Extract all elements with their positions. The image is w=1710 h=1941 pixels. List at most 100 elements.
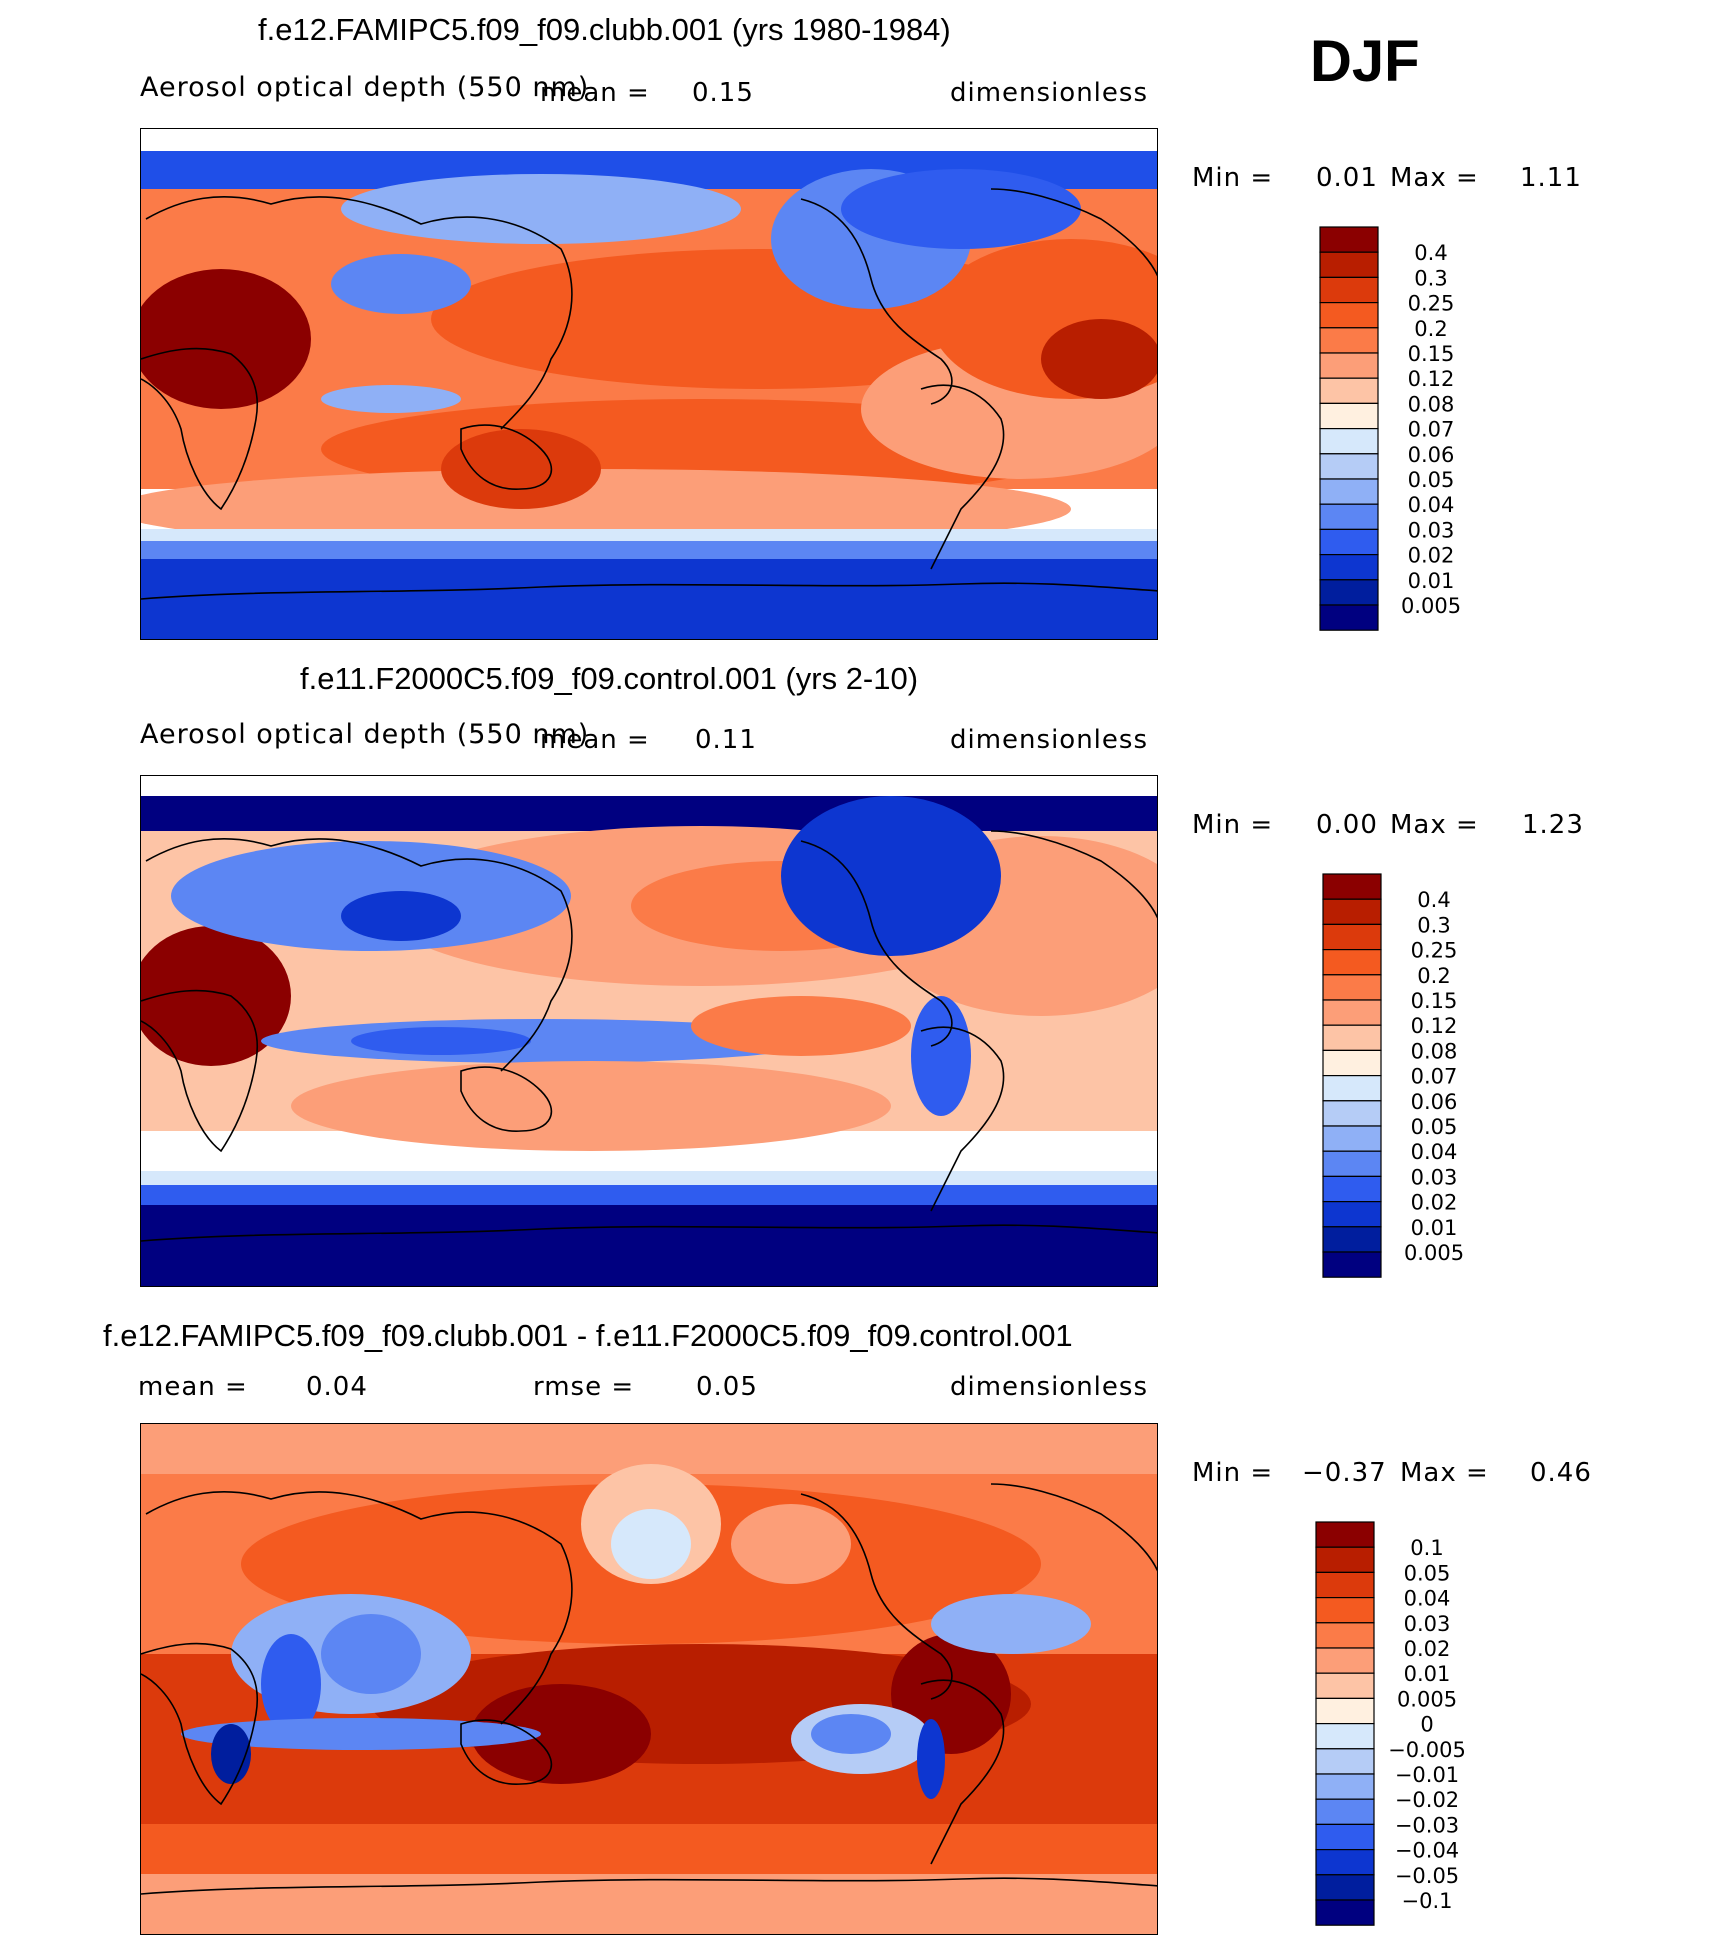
colorbar-tick-label: 0.005 [1404, 1241, 1464, 1265]
panel2-max-value: 1.23 [1522, 810, 1584, 840]
colorbar-tick-label: −0.05 [1395, 1864, 1459, 1888]
colorbar-tick-label: 0.01 [1411, 1216, 1458, 1240]
colorbar-segment [1315, 1773, 1375, 1800]
colorbar-tick-label: 0.15 [1411, 989, 1458, 1013]
colorbar-segment [1319, 251, 1379, 279]
panel2-units: dimensionless [950, 725, 1148, 755]
panel2-title: f.e11.F2000C5.f09_f09.control.001 (yrs 2… [300, 661, 919, 696]
panel1-map-svg [141, 129, 1157, 639]
colorbar-tick-label: 0.3 [1414, 266, 1447, 290]
colorbar-segment [1315, 1899, 1375, 1926]
colorbar-tick-label: 0.01 [1404, 1662, 1451, 1686]
panel2-colorbar: 0.4 0.3 0.25 0.2 0.15 0.12 0.08 0.07 0.06 0.05 0.0… [1322, 873, 1523, 1279]
colorbar-tick-label: 0.4 [1414, 241, 1447, 265]
colorbar-segment [1322, 1049, 1382, 1077]
colorbar-segment [1322, 1226, 1382, 1253]
colorbar-segment [1322, 974, 1382, 1001]
colorbar-tick-label: 0.04 [1404, 1587, 1451, 1611]
panel3-map-svg [141, 1424, 1157, 1934]
p3-coastlines [141, 1483, 1157, 1895]
colorbar-segment [1322, 1251, 1382, 1278]
colorbar-tick-label: −0.04 [1395, 1839, 1459, 1863]
panel1-max-value: 1.11 [1520, 163, 1582, 193]
colorbar-tick-label: 0.12 [1408, 367, 1455, 391]
colorbar-segment [1315, 1596, 1375, 1624]
colorbar-tick-label: 0.07 [1411, 1065, 1458, 1089]
colorbar-segment [1319, 453, 1379, 480]
panel1-title: f.e12.FAMIPC5.f09_f09.clubb.001 (yrs 198… [258, 12, 951, 47]
season-label: DJF [1310, 29, 1420, 94]
colorbar-tick-label: 0.03 [1411, 1165, 1458, 1189]
panel1-mean-value: 0.15 [692, 78, 754, 108]
colorbar-segment [1319, 327, 1379, 354]
colorbar-tick-label: 0.05 [1408, 468, 1455, 492]
panel2-mean-value: 0.11 [695, 725, 757, 755]
colorbar-tick-label: −0.01 [1395, 1763, 1459, 1787]
colorbar-segment [1322, 1175, 1382, 1203]
panel1-mean-label: mean = [540, 78, 650, 108]
colorbar-segment [1322, 873, 1382, 900]
colorbar-segment [1315, 1874, 1375, 1901]
panel3-rmse-label: rmse = [533, 1372, 635, 1402]
colorbar-tick-label: 0 [1420, 1713, 1433, 1737]
colorbar-segment [1319, 402, 1379, 430]
panel3-min-value: −0.37 [1302, 1458, 1387, 1488]
colorbar-segment [1319, 579, 1379, 606]
colorbar-tick-label: 0.01 [1408, 569, 1455, 593]
panel1-min-value: 0.01 [1316, 163, 1378, 193]
panel1-min-label: Min = [1192, 163, 1274, 193]
colorbar-segment [1315, 1622, 1375, 1649]
colorbar-segment [1319, 503, 1379, 531]
colorbar-tick-label: 0.005 [1401, 594, 1461, 618]
colorbar-segment [1322, 1100, 1382, 1127]
p1-coastlines [141, 188, 1157, 600]
panel3-max-label: Max = [1400, 1458, 1489, 1488]
colorbar-segment [1315, 1697, 1375, 1725]
panel1-units: dimensionless [950, 78, 1148, 108]
colorbar-segment [1322, 948, 1382, 976]
colorbar-segment [1315, 1748, 1375, 1775]
panel2-variable: Aerosol optical depth (550 nm) [140, 719, 590, 750]
colorbar-tick-label: 0.06 [1408, 443, 1455, 467]
colorbar-segment [1322, 1125, 1382, 1152]
colorbar-tick-label: 0.02 [1411, 1191, 1458, 1215]
colorbar-tick-label: 0.08 [1408, 392, 1455, 416]
panel1-colorbar: 0.4 0.3 0.25 0.2 0.15 0.12 0.08 0.07 0.06 0.05 0.0… [1319, 226, 1520, 632]
colorbar-tick-label: 0.4 [1417, 888, 1450, 912]
colorbar-segment [1315, 1521, 1375, 1548]
colorbar-tick-label: 0.02 [1408, 544, 1455, 568]
colorbar-segment [1322, 1150, 1382, 1178]
colorbar-tick-label: 0.15 [1408, 342, 1455, 366]
colorbar-segment [1315, 1672, 1375, 1699]
colorbar-tick-label: 0.1 [1410, 1536, 1443, 1560]
colorbar-segment [1315, 1571, 1375, 1599]
panel2-map-svg [141, 776, 1157, 1286]
colorbar-segment [1319, 377, 1379, 404]
colorbar-segment [1319, 226, 1379, 253]
p2-coastlines [141, 830, 1157, 1242]
panel1-variable: Aerosol optical depth (550 nm) [140, 72, 590, 103]
colorbar-tick-label: 0.12 [1411, 1014, 1458, 1038]
colorbar-segment [1319, 276, 1379, 304]
colorbar-tick-label: 0.07 [1408, 418, 1455, 442]
panel2-max-label: Max = [1390, 810, 1479, 840]
colorbar-tick-label: 0.3 [1417, 913, 1450, 937]
panel3-mean-value: 0.04 [306, 1372, 368, 1402]
colorbar-segment [1319, 301, 1379, 329]
colorbar-segment [1322, 898, 1382, 926]
panel1-max-label: Max = [1390, 163, 1479, 193]
colorbar-segment [1319, 428, 1379, 455]
colorbar-tick-label: 0.05 [1404, 1561, 1451, 1585]
panel3-map [140, 1423, 1158, 1935]
panel2-min-label: Min = [1192, 810, 1274, 840]
panel3-title: f.e12.FAMIPC5.f09_f09.clubb.001 - f.e11.… [103, 1318, 1073, 1353]
panel3-colorbar: 0.1 0.05 0.04 0.03 0.02 0.01 0.005 0 −0.005 −0.01… [1315, 1521, 1526, 1927]
colorbar-tick-label: 0.25 [1408, 292, 1455, 316]
colorbar-segment [1319, 352, 1379, 379]
colorbar-tick-label: 0.03 [1404, 1612, 1451, 1636]
colorbar-tick-label: 0.005 [1397, 1687, 1457, 1711]
colorbar-segment [1319, 604, 1379, 631]
colorbar-tick-label: 0.04 [1408, 493, 1455, 517]
colorbar-segment [1315, 1798, 1375, 1826]
colorbar-segment [1315, 1823, 1375, 1851]
